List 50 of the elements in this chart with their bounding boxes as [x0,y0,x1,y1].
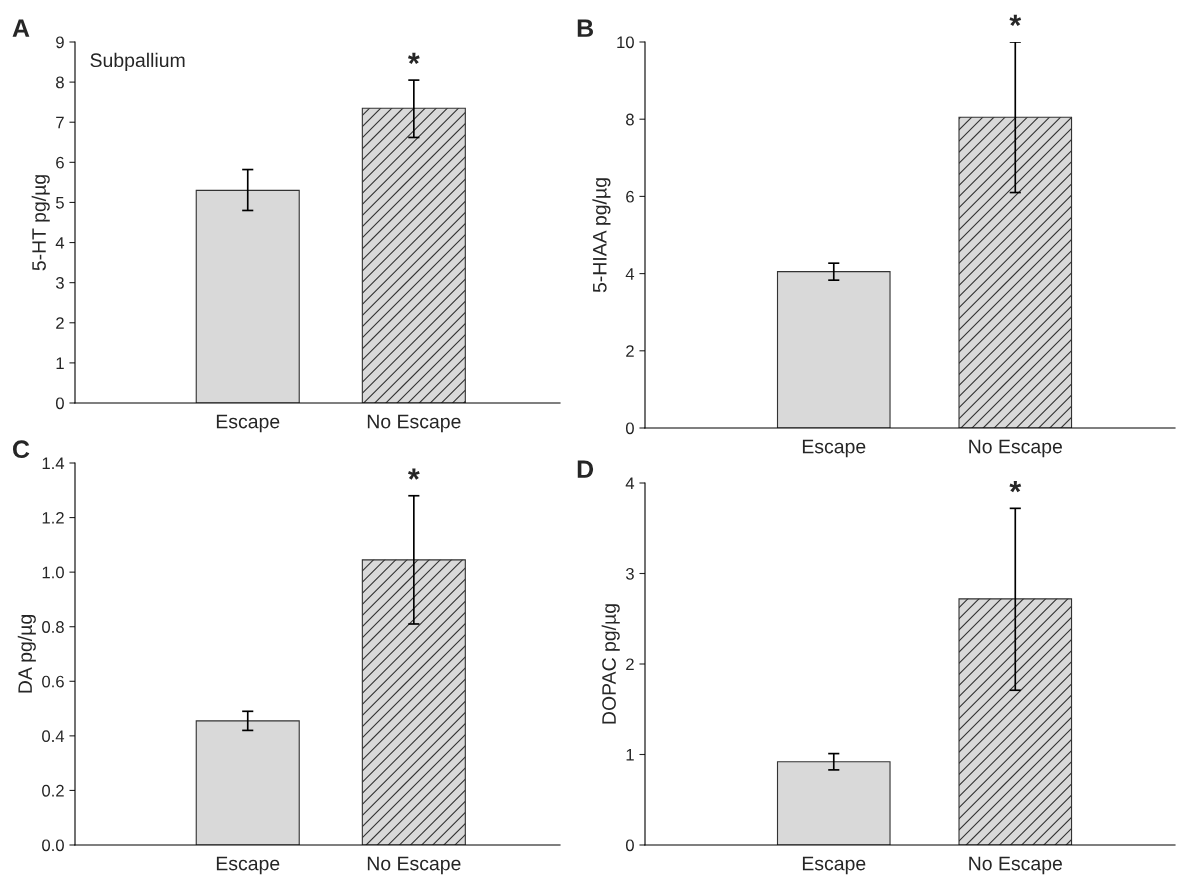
y-tick-label: 6 [56,156,64,169]
chart-title: B [577,19,594,37]
y-tick-label: 9 [56,36,64,49]
y-tick-label: 1 [626,749,634,761]
y-tick-label: 1.0 [42,566,64,579]
x-tick-label: Escape [216,414,280,433]
y-tick-label: 2 [56,317,64,329]
y-tick-label: 8 [56,76,64,89]
annotation: Subpallium [90,52,185,71]
chart-title: C [12,440,30,459]
y-axis-title: DOPAC pg/µg [601,604,620,724]
y-tick-label: 4 [625,477,635,490]
y-tick-label: 6 [626,190,634,203]
annotation: * [1009,480,1022,493]
x-tick-label: Escape [216,856,280,875]
chart-title: A [12,19,30,37]
y-tick-label: 0.2 [42,784,64,797]
y-tick-label: 1.4 [42,457,65,470]
y-tick-label: 4 [625,268,635,280]
y-tick-label: 0.8 [42,621,64,633]
y-tick-label: 10 [617,36,634,49]
y-tick-label: 2 [626,658,634,671]
y-tick-label: 0 [625,422,634,435]
y-tick-label: 3 [625,567,634,580]
x-tick-label: No Escape [367,856,461,875]
x-tick-label: No Escape [367,414,461,433]
chart-title: D [577,460,594,478]
y-tick-label: 0 [625,839,634,852]
y-tick-label: 7 [56,116,64,129]
y-tick-label: 1 [56,357,64,369]
annotation: * [407,52,420,65]
y-tick-label: 0.4 [42,730,65,743]
x-tick-label: Escape [802,439,866,458]
y-tick-label: 3 [55,277,64,289]
y-tick-label: 4 [55,237,65,249]
y-tick-label: 0.0 [42,839,64,852]
annotation: * [1009,14,1022,27]
y-axis-title: 5-HIAA pg/µg [592,178,611,293]
y-tick-label: 2 [626,345,634,357]
y-axis-title: DA pg/µg [17,615,36,693]
x-tick-label: No Escape [969,856,1062,875]
y-tick-label: 8 [626,113,634,126]
x-tick-label: Escape [802,856,866,875]
y-tick-label: 1.2 [42,511,64,524]
y-tick-label: 5 [55,197,64,209]
y-tick-label: 0 [55,397,64,410]
y-axis-title: 5-HT pg/µg [31,175,50,271]
annotation: * [407,468,420,480]
y-tick-label: 0.6 [42,675,64,688]
x-tick-label: No Escape [969,439,1062,458]
